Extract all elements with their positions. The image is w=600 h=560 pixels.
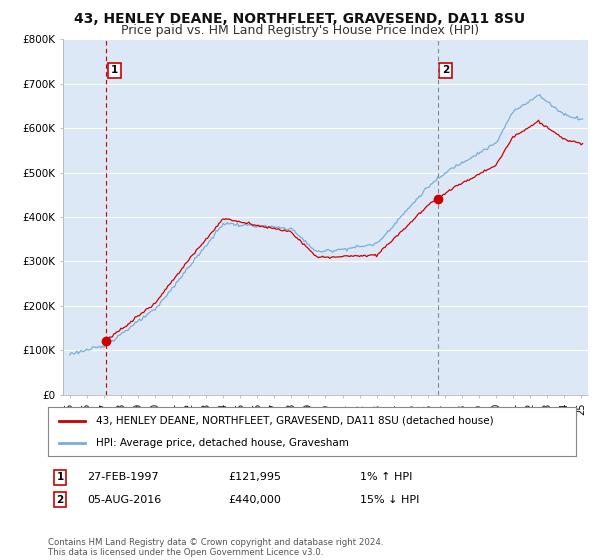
Text: 1: 1 — [111, 66, 118, 75]
Text: 1: 1 — [56, 472, 64, 482]
Text: 27-FEB-1997: 27-FEB-1997 — [87, 472, 158, 482]
Text: 43, HENLEY DEANE, NORTHFLEET, GRAVESEND, DA11 8SU (detached house): 43, HENLEY DEANE, NORTHFLEET, GRAVESEND,… — [95, 416, 493, 426]
Text: 2: 2 — [442, 66, 449, 75]
Text: 15% ↓ HPI: 15% ↓ HPI — [360, 494, 419, 505]
Text: 43, HENLEY DEANE, NORTHFLEET, GRAVESEND, DA11 8SU: 43, HENLEY DEANE, NORTHFLEET, GRAVESEND,… — [74, 12, 526, 26]
Text: HPI: Average price, detached house, Gravesham: HPI: Average price, detached house, Grav… — [95, 437, 349, 447]
Text: 2: 2 — [56, 494, 64, 505]
Text: Price paid vs. HM Land Registry's House Price Index (HPI): Price paid vs. HM Land Registry's House … — [121, 24, 479, 36]
Text: Contains HM Land Registry data © Crown copyright and database right 2024.
This d: Contains HM Land Registry data © Crown c… — [48, 538, 383, 557]
Text: 05-AUG-2016: 05-AUG-2016 — [87, 494, 161, 505]
Text: 1% ↑ HPI: 1% ↑ HPI — [360, 472, 412, 482]
Text: £121,995: £121,995 — [228, 472, 281, 482]
Text: £440,000: £440,000 — [228, 494, 281, 505]
